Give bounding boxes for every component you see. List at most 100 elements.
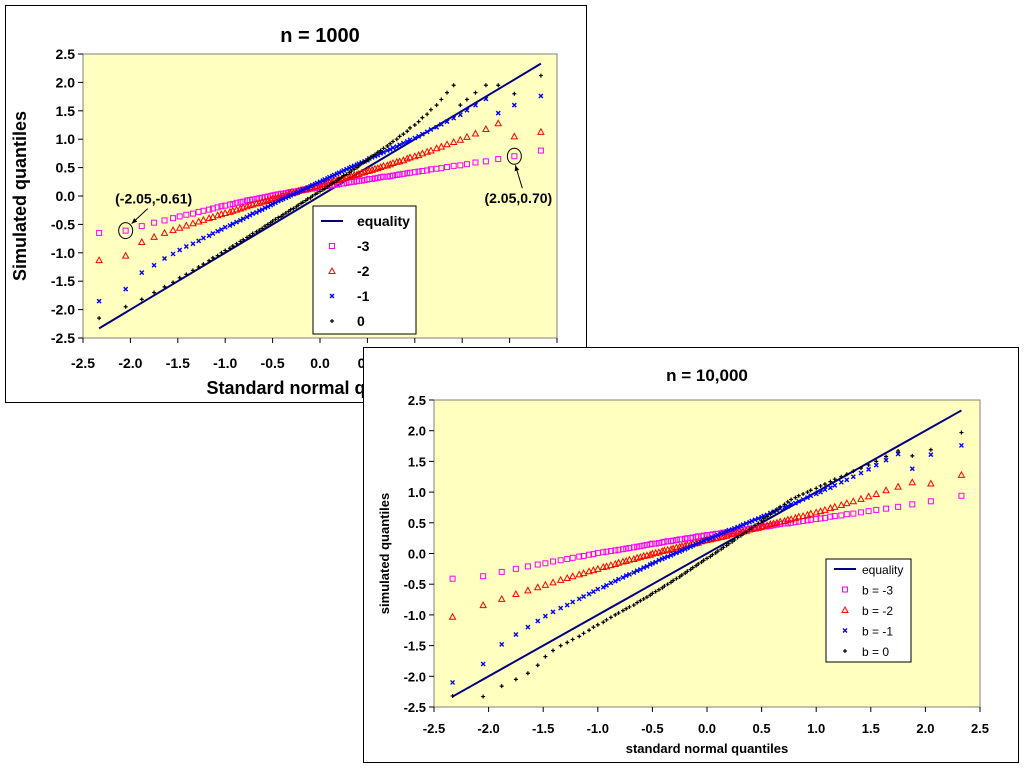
data-point bbox=[255, 198, 264, 206]
data-point bbox=[483, 96, 489, 102]
data-point bbox=[498, 568, 505, 575]
data-point bbox=[390, 145, 396, 151]
y-tick-label: 0.0 bbox=[408, 547, 426, 562]
legend-box bbox=[312, 205, 417, 335]
data-point bbox=[190, 241, 196, 247]
data-point bbox=[494, 119, 503, 127]
data-point bbox=[661, 555, 667, 561]
data-point bbox=[805, 490, 810, 495]
data-point bbox=[677, 574, 682, 579]
x-tick-label: -2.5 bbox=[71, 355, 95, 371]
data-point bbox=[590, 589, 596, 595]
data-point bbox=[177, 247, 183, 253]
y-tick-label: 2.5 bbox=[56, 46, 76, 62]
data-point bbox=[837, 500, 846, 508]
data-point bbox=[626, 571, 632, 577]
data-point bbox=[243, 202, 251, 210]
data-point bbox=[749, 525, 754, 530]
data-point bbox=[656, 587, 661, 592]
data-point bbox=[586, 591, 592, 597]
data-point bbox=[895, 503, 902, 510]
data-point bbox=[570, 637, 575, 642]
data-point bbox=[375, 150, 380, 155]
data-point bbox=[482, 124, 490, 132]
data-point bbox=[768, 512, 773, 517]
data-point bbox=[381, 146, 386, 151]
data-point bbox=[894, 482, 902, 490]
data-point bbox=[591, 625, 596, 630]
data-point bbox=[450, 162, 457, 169]
data-point bbox=[793, 495, 798, 500]
data-point bbox=[367, 156, 372, 161]
data-point bbox=[715, 549, 720, 554]
data-point bbox=[240, 216, 246, 222]
annotation-arrowhead bbox=[131, 218, 138, 224]
data-point bbox=[575, 570, 584, 578]
data-point bbox=[735, 535, 740, 540]
data-point bbox=[602, 562, 611, 570]
data-point bbox=[322, 186, 327, 191]
y-tick-label: 0.5 bbox=[56, 160, 76, 176]
series-equality bbox=[452, 409, 962, 698]
y-tick-label: 2.5 bbox=[408, 393, 426, 408]
legend-label: equality bbox=[357, 213, 410, 229]
data-point bbox=[608, 580, 614, 586]
data-point bbox=[215, 228, 221, 234]
data-point bbox=[649, 560, 655, 566]
data-point bbox=[755, 516, 761, 521]
data-point bbox=[139, 270, 145, 276]
data-point bbox=[434, 124, 440, 130]
data-point bbox=[227, 246, 232, 251]
data-point bbox=[276, 215, 281, 220]
data-point bbox=[804, 517, 811, 524]
data-point bbox=[359, 161, 364, 166]
data-point bbox=[419, 131, 425, 137]
data-point bbox=[170, 215, 177, 222]
data-point bbox=[722, 531, 731, 539]
data-point bbox=[616, 611, 621, 616]
data-point bbox=[708, 554, 713, 559]
data-point bbox=[615, 546, 622, 553]
data-point bbox=[753, 523, 758, 528]
data-point bbox=[581, 593, 587, 599]
legend-label: -1 bbox=[357, 288, 370, 304]
data-point bbox=[373, 164, 382, 172]
data-point bbox=[95, 256, 103, 264]
data-point bbox=[665, 554, 671, 560]
data-point bbox=[237, 217, 243, 223]
data-point bbox=[222, 224, 228, 230]
data-point bbox=[385, 144, 390, 149]
x-tick-label: -0.5 bbox=[641, 721, 663, 736]
data-point bbox=[701, 538, 707, 544]
chart-title: n = 1000 bbox=[280, 25, 360, 47]
data-point bbox=[857, 494, 865, 502]
data-point bbox=[620, 574, 626, 580]
data-point bbox=[482, 158, 489, 165]
data-point bbox=[450, 693, 455, 698]
data-point bbox=[341, 173, 346, 178]
data-point bbox=[387, 146, 393, 152]
x-tick-label: -1.5 bbox=[166, 355, 190, 371]
data-point bbox=[866, 466, 872, 472]
data-point bbox=[457, 162, 464, 169]
data-point bbox=[360, 168, 369, 176]
data-point bbox=[472, 102, 478, 108]
data-point bbox=[908, 478, 917, 486]
data-point bbox=[96, 298, 102, 304]
data-point bbox=[681, 541, 690, 549]
data-point bbox=[720, 530, 726, 536]
chart-title: n = 10,000 bbox=[666, 366, 748, 385]
data-point bbox=[408, 125, 413, 130]
data-point bbox=[604, 582, 610, 588]
data-point bbox=[756, 521, 761, 526]
data-point bbox=[601, 620, 606, 625]
data-point bbox=[662, 584, 667, 589]
data-point bbox=[171, 280, 176, 285]
data-point bbox=[390, 139, 395, 144]
data-point bbox=[670, 537, 677, 544]
data-point bbox=[389, 172, 396, 179]
data-point bbox=[818, 489, 824, 495]
data-point bbox=[590, 551, 597, 558]
y-tick-label: 2.0 bbox=[56, 74, 76, 90]
data-point bbox=[752, 517, 758, 523]
